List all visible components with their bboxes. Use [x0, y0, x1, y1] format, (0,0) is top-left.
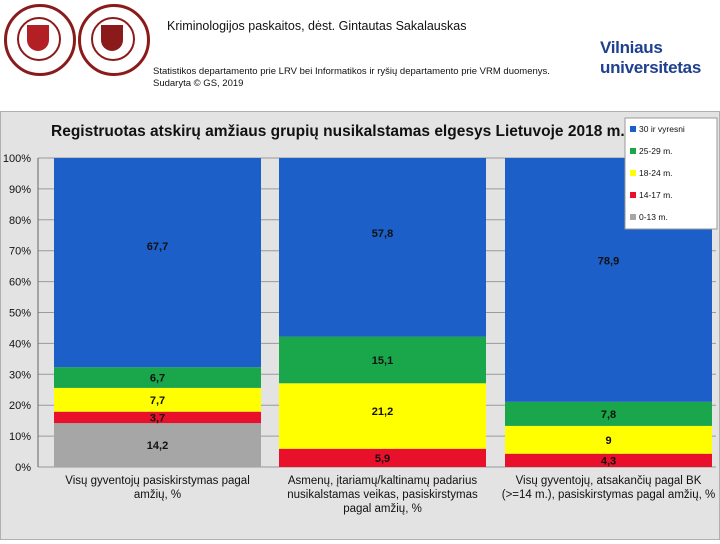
legend-label: 0-13 m. — [639, 212, 668, 222]
y-tick-label: 60% — [9, 277, 31, 289]
data-label: 7,7 — [150, 395, 165, 407]
vilnius-university-logo: Vilniaus universitetas — [600, 38, 701, 78]
y-tick-label: 80% — [9, 215, 31, 227]
category-label: (>=14 m.), pasiskirstymas pagal amžių, % — [502, 489, 715, 501]
y-tick-label: 100% — [3, 153, 31, 165]
source-line-2: Sudaryta © GS, 2019 — [153, 78, 244, 89]
law-faculty-seal — [78, 4, 150, 76]
data-label: 9 — [605, 435, 611, 447]
bar-segment — [505, 453, 712, 467]
bar-segment — [279, 158, 486, 337]
category-label: Visų gyventojų, atsakančių pagal BK — [516, 475, 702, 487]
legend-swatch — [630, 170, 636, 176]
legend-label: 18-24 m. — [639, 168, 673, 178]
data-label: 21,2 — [372, 406, 393, 418]
source-note: Statistikos departamento prie LRV bei In… — [153, 66, 550, 90]
bar-segment — [279, 383, 486, 449]
category-label: Asmenų, įtariamų/kaltinamų padarius — [288, 475, 477, 487]
legend-swatch — [630, 214, 636, 220]
y-tick-label: 90% — [9, 184, 31, 196]
category-label: amžių, % — [134, 489, 181, 501]
legend-label: 14-17 m. — [639, 190, 673, 200]
source-line-1: Statistikos departamento prie LRV bei In… — [153, 66, 550, 77]
y-tick-label: 70% — [9, 246, 31, 258]
y-tick-label: 0% — [15, 462, 31, 474]
data-label: 5,9 — [375, 453, 390, 465]
legend-label: 25-29 m. — [639, 146, 673, 156]
bar-segment — [279, 448, 486, 467]
y-tick-label: 20% — [9, 400, 31, 412]
legend-box — [624, 117, 718, 230]
logo-line-2: universitetas — [600, 58, 701, 77]
page-title: Kriminologijos paskaitos, dėst. Gintauta… — [167, 19, 467, 33]
data-label: 57,8 — [372, 228, 393, 240]
chart-title: Registruotas atskirų amžiaus grupių nusi… — [51, 123, 625, 140]
logo-line-1: Vilniaus — [600, 38, 663, 57]
data-label: 6,7 — [150, 373, 165, 385]
data-label: 7,8 — [601, 409, 616, 421]
stacked-bar-chart: Registruotas atskirų amžiaus grupių nusi… — [1, 112, 719, 539]
y-tick-label: 40% — [9, 338, 31, 350]
category-label: nusikalstamas veikas, pasiskirstymas — [287, 489, 478, 501]
category-label: pagal amžių, % — [343, 503, 422, 515]
bar-segment — [54, 367, 261, 388]
legend-label: 30 ir vyresni — [639, 124, 685, 134]
y-tick-label: 50% — [9, 308, 31, 320]
data-label: 14,2 — [147, 440, 168, 452]
legend-swatch — [630, 126, 636, 132]
bar-segment — [54, 423, 261, 467]
bar-segment — [54, 411, 261, 424]
legend-swatch — [630, 148, 636, 154]
bar-segment — [279, 336, 486, 384]
chart-frame: Registruotas atskirų amžiaus grupių nusi… — [0, 111, 720, 540]
y-tick-label: 30% — [9, 369, 31, 381]
bar-segment — [54, 387, 261, 412]
bar-segment — [54, 158, 261, 368]
data-label: 67,7 — [147, 241, 168, 253]
criminology-faculty-seal — [4, 4, 76, 76]
bar-segment — [505, 401, 712, 426]
data-label: 4,3 — [601, 455, 616, 467]
bar-segment — [505, 425, 712, 454]
y-tick-label: 10% — [9, 431, 31, 443]
category-label: Visų gyventojų pasiskirstymas pagal — [65, 475, 250, 487]
legend-swatch — [630, 192, 636, 198]
data-label: 15,1 — [372, 355, 393, 367]
data-label: 78,9 — [598, 255, 619, 267]
data-label: 3,7 — [150, 412, 165, 424]
